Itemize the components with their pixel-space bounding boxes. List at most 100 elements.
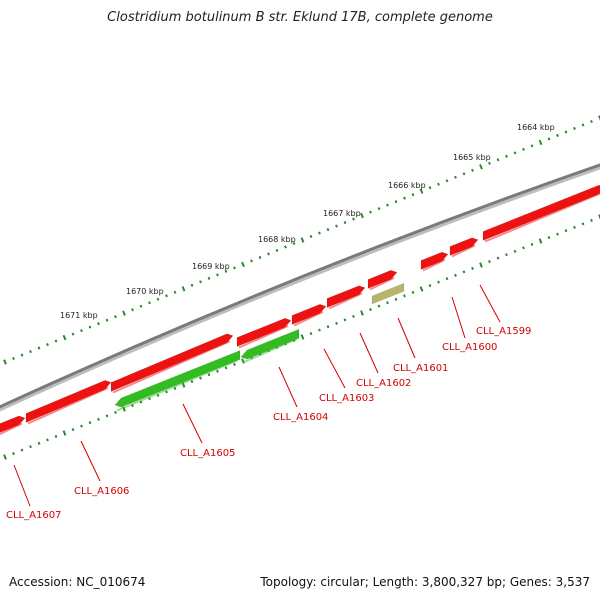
minor-tick — [190, 380, 194, 384]
minor-tick — [20, 353, 24, 357]
major-tick — [62, 334, 67, 341]
minor-tick — [71, 428, 75, 432]
gene-CLL_A1604[interactable] — [240, 328, 300, 360]
minor-tick — [513, 249, 517, 253]
gene-label[interactable]: CLL_A1601 — [393, 363, 448, 374]
minor-tick — [54, 339, 58, 343]
gene-label[interactable]: CLL_A1606 — [74, 486, 129, 497]
gene-CLL_A1606[interactable] — [110, 333, 234, 392]
minor-tick — [522, 147, 525, 151]
minor-tick — [522, 246, 525, 250]
minor-tick — [233, 362, 236, 366]
minor-tick — [386, 301, 389, 305]
minor-tick — [556, 133, 559, 137]
minor-tick — [428, 284, 432, 288]
minor-tick — [496, 158, 500, 162]
minor-tick — [12, 356, 15, 361]
minor-tick — [505, 154, 508, 158]
kbp-label: 1665 kbp — [453, 153, 491, 162]
minor-tick — [71, 332, 75, 336]
minor-tick — [105, 318, 109, 322]
gene-shadow — [112, 340, 231, 394]
gene-label[interactable]: CLL_A1603 — [319, 393, 374, 404]
minor-tick — [394, 297, 398, 301]
minor-tick — [471, 168, 474, 172]
minor-tick — [581, 123, 585, 127]
minor-tick — [284, 245, 287, 249]
gene-CLL_A1600[interactable] — [449, 237, 479, 256]
minor-tick — [343, 318, 347, 322]
gene-CLL_A1601[interactable] — [371, 282, 405, 305]
genome-backbone — [0, 164, 600, 412]
minor-tick — [46, 343, 49, 347]
major-tick — [62, 430, 67, 436]
minor-tick — [556, 232, 559, 236]
major-tick — [360, 212, 364, 219]
minor-tick — [488, 161, 491, 165]
minor-tick — [564, 130, 568, 134]
minor-tick — [88, 325, 92, 329]
minor-tick — [437, 280, 440, 284]
minor-tick — [173, 290, 177, 294]
minor-tick — [165, 294, 168, 298]
gene-label[interactable]: CLL_A1599 — [476, 326, 531, 337]
gene-shadow — [242, 338, 297, 364]
gene-label[interactable]: CLL_A1602 — [356, 378, 411, 389]
minor-tick — [250, 259, 253, 263]
gene-shadow — [27, 386, 109, 425]
callout-line — [80, 440, 101, 482]
major-tick — [122, 310, 126, 316]
minor-tick — [131, 308, 134, 312]
minor-tick — [139, 304, 143, 308]
gene-unlabeled[interactable] — [236, 318, 292, 347]
minor-tick — [46, 438, 49, 442]
minor-tick — [403, 294, 406, 298]
gene-label[interactable]: CLL_A1605 — [180, 448, 235, 459]
minor-tick — [275, 248, 279, 252]
minor-tick — [581, 222, 585, 226]
gene-label[interactable]: CLL_A1600 — [442, 342, 497, 353]
minor-tick — [530, 144, 534, 148]
gene-shadow — [369, 276, 395, 291]
minor-tick — [547, 236, 551, 240]
major-tick — [360, 310, 364, 316]
minor-tick — [445, 277, 449, 281]
minor-tick — [233, 266, 236, 270]
minor-tick — [369, 308, 372, 312]
callout-line — [278, 366, 298, 408]
minor-tick — [377, 304, 381, 308]
kbp-label: 1671 kbp — [60, 311, 98, 320]
major-tick — [3, 454, 7, 460]
gene-CLL_A1607[interactable] — [25, 380, 112, 423]
gene-label[interactable]: CLL_A1604 — [273, 412, 328, 423]
major-tick — [479, 262, 483, 268]
minor-tick — [105, 414, 109, 418]
gene-unlabeled[interactable] — [0, 415, 26, 435]
minor-tick — [292, 241, 296, 246]
gene-CLL_A1603[interactable] — [326, 285, 366, 308]
minor-tick — [37, 346, 41, 350]
minor-tick — [20, 448, 24, 452]
gene-CLL_A1605[interactable] — [114, 350, 241, 408]
minor-tick — [343, 221, 347, 225]
map-title: Clostridium botulinum B str. Eklund 17B,… — [107, 10, 493, 25]
minor-tick — [573, 126, 576, 130]
gene-CLL_A1602[interactable] — [367, 270, 398, 289]
gene-unlabeled[interactable] — [291, 304, 327, 325]
gene-label[interactable]: CLL_A1607 — [6, 510, 61, 521]
minor-tick — [530, 242, 534, 246]
minor-tick — [54, 434, 58, 438]
minor-tick — [496, 256, 500, 260]
accession-text: Accession: NC_010674 — [9, 575, 146, 589]
minor-tick — [224, 269, 228, 273]
minor-tick — [335, 224, 338, 228]
major-tick — [419, 286, 424, 292]
minor-tick — [190, 283, 194, 287]
gene-shadow — [328, 292, 363, 310]
major-tick — [181, 286, 186, 292]
minor-tick — [97, 417, 100, 421]
gene-CLL_A1599[interactable] — [482, 184, 600, 241]
gene-unlabeled[interactable] — [420, 251, 449, 270]
minor-tick — [462, 172, 466, 176]
